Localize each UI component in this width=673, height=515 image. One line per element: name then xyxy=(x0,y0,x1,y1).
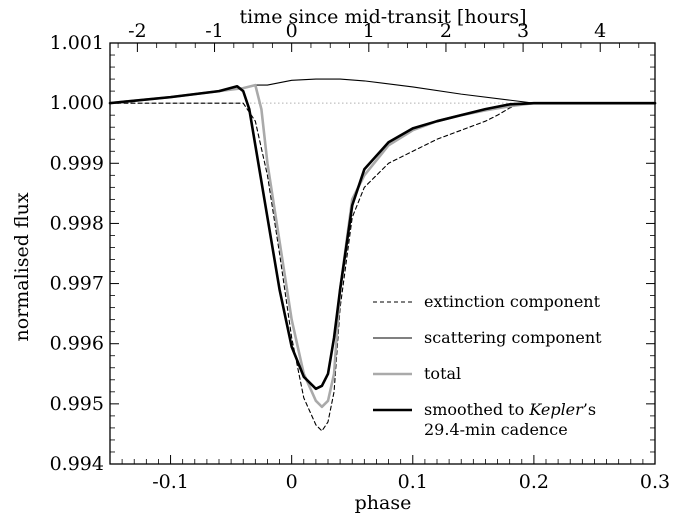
y-tick-label: 1.000 xyxy=(50,92,104,114)
legend-label-2: scattering component xyxy=(424,328,602,347)
top-tick-label: 2 xyxy=(440,20,452,42)
legend-label-1: extinction component xyxy=(424,292,601,311)
tick-layer: -0.1 0 0.1 0.2 0.3 0.994 0.995 0.996 0.997 0.998 0… xyxy=(50,20,671,493)
y-tick-label: 1.001 xyxy=(50,32,104,54)
legend-label-3: total xyxy=(424,364,461,383)
x-tick-label: 0.3 xyxy=(640,471,670,493)
legend-label-4: smoothed to Kepler’s xyxy=(424,400,596,419)
x-tick-label: 0.2 xyxy=(519,471,549,493)
y-tick-label: 0.998 xyxy=(50,212,104,234)
plot-frame-layer xyxy=(109,42,656,465)
x-tick-label: 0.1 xyxy=(398,471,428,493)
legend: extinction component scattering component… xyxy=(373,292,602,439)
y-tick-label: 0.999 xyxy=(50,152,104,174)
y-tick-label: 0.995 xyxy=(50,393,104,415)
x-axis-label: phase xyxy=(355,492,412,514)
axis-label-layer: phase time since mid-transit [hours] nor… xyxy=(11,6,527,514)
y-tick-label: 0.994 xyxy=(50,453,104,475)
series-line-2 xyxy=(109,78,656,104)
y-axis-label: normalised flux xyxy=(11,192,33,341)
legend-label-4-line2: 29.4-min cadence xyxy=(424,420,568,439)
series-line-3 xyxy=(108,83,657,409)
y-tick-label: 0.997 xyxy=(50,273,104,295)
series-layer xyxy=(108,78,657,432)
y-tick-label: 0.996 xyxy=(50,333,104,355)
series-line-4 xyxy=(108,85,657,391)
x-tick-label: 0 xyxy=(286,471,298,493)
top-tick-label: 1 xyxy=(363,20,375,42)
top-tick-label: 4 xyxy=(594,20,606,42)
top-tick-label: -2 xyxy=(128,20,147,42)
top-tick-label: 3 xyxy=(517,20,529,42)
top-tick-label: -1 xyxy=(205,20,224,42)
top-tick-label: 0 xyxy=(286,20,298,42)
x-tick-label: -0.1 xyxy=(152,471,189,493)
x2-axis-label: time since mid-transit [hours] xyxy=(239,6,526,28)
series-line-1 xyxy=(109,102,656,432)
plot-frame xyxy=(109,42,656,465)
